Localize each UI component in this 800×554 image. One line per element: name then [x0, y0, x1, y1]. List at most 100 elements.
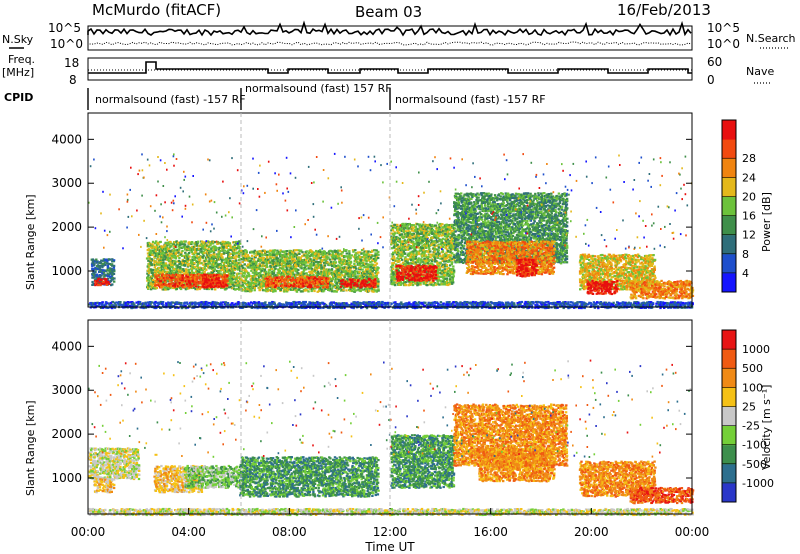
- echo-point: [345, 249, 347, 251]
- echo-point: [412, 284, 414, 286]
- echo-point: [160, 277, 162, 279]
- echo-point: [392, 264, 394, 266]
- cpid-segment-1: normalsound (fast) -157 RF: [95, 93, 246, 106]
- echo-point: [300, 267, 302, 269]
- echo-point: [246, 251, 248, 253]
- echo-point: [401, 233, 403, 235]
- echo-point: [368, 253, 370, 255]
- echo-point: [377, 251, 379, 253]
- echo-point: [238, 246, 240, 248]
- echo-point: [241, 265, 243, 267]
- echo-point: [171, 282, 173, 284]
- echo-point: [305, 268, 307, 270]
- echo-point: [394, 284, 396, 286]
- echo-point: [417, 261, 419, 263]
- echo-point: [279, 270, 281, 272]
- echo-point: [398, 260, 400, 262]
- echo-point: [312, 281, 314, 283]
- echo-point: [396, 224, 398, 226]
- echo-point: [147, 274, 149, 276]
- echo-point: [334, 280, 336, 282]
- echo-point: [334, 259, 336, 261]
- echo-point: [203, 252, 205, 254]
- echo-point: [105, 278, 107, 280]
- echo-point: [207, 248, 209, 250]
- echo-point: [238, 240, 240, 242]
- echo-point: [335, 261, 337, 263]
- echo-point: [351, 290, 353, 292]
- echo-point: [233, 252, 235, 254]
- echo-point: [205, 269, 207, 271]
- echo-point: [184, 286, 186, 288]
- echo-point: [262, 254, 264, 256]
- echo-point: [374, 286, 376, 288]
- echo-point: [188, 256, 190, 258]
- echo-point: [377, 286, 379, 288]
- echo-point: [194, 248, 196, 250]
- echo-point: [194, 266, 196, 268]
- echo-point: [348, 252, 350, 254]
- echo-point: [417, 242, 419, 244]
- echo-point: [171, 279, 173, 281]
- echo-point: [233, 272, 235, 274]
- echo-point: [292, 277, 294, 279]
- echo-point: [222, 279, 224, 281]
- echo-point: [371, 251, 373, 253]
- echo-point: [214, 268, 216, 270]
- echo-point: [337, 285, 339, 287]
- echo-point: [406, 226, 408, 228]
- echo-point: [428, 234, 430, 236]
- echo-point: [181, 255, 183, 257]
- echo-point: [298, 253, 300, 255]
- echo-point: [301, 251, 303, 253]
- echo-point: [196, 288, 198, 290]
- echo-point: [377, 283, 379, 285]
- echo-point: [425, 247, 427, 249]
- echo-point: [113, 281, 115, 283]
- echo-point: [155, 276, 157, 278]
- echo-point: [218, 279, 220, 281]
- echo-point: [377, 267, 379, 269]
- echo-point: [226, 275, 228, 277]
- echo-point: [377, 281, 379, 283]
- radar-summary-figure: McMurdo (fitACF) Beam 03 16/Feb/2013 N.S…: [0, 0, 800, 554]
- echo-point: [177, 266, 179, 268]
- echo-point: [367, 250, 369, 252]
- echo-point: [113, 269, 115, 271]
- echo-point: [238, 256, 240, 258]
- echo-point: [419, 262, 421, 264]
- echo-point: [357, 275, 359, 277]
- echo-point: [357, 279, 359, 281]
- echo-point: [313, 257, 315, 259]
- echo-point: [206, 281, 208, 283]
- echo-point: [113, 267, 115, 269]
- echo-point: [214, 286, 216, 288]
- echo-point: [281, 276, 283, 278]
- echo-point: [412, 252, 414, 254]
- echo-point: [324, 264, 326, 266]
- echo-point: [178, 257, 180, 259]
- echo-point: [310, 263, 312, 265]
- echo-point: [221, 285, 223, 287]
- echo-point: [152, 272, 154, 274]
- echo-point: [404, 244, 406, 246]
- echo-point: [426, 284, 428, 286]
- echo-point: [193, 262, 195, 264]
- echo-point: [322, 286, 324, 288]
- echo-point: [274, 277, 276, 279]
- echo-point: [169, 241, 171, 243]
- echo-point: [354, 249, 356, 251]
- echo-point: [190, 286, 192, 288]
- echo-point: [415, 226, 417, 228]
- echo-point: [304, 275, 306, 277]
- echo-point: [106, 284, 108, 286]
- date-title: 16/Feb/2013: [617, 1, 711, 19]
- echo-point: [342, 289, 344, 291]
- echo-point: [210, 274, 212, 276]
- echo-point: [214, 288, 216, 290]
- echo-point: [202, 255, 204, 257]
- nsky-tick-top: 10^5: [48, 21, 81, 35]
- echo-point: [181, 250, 183, 252]
- echo-point: [306, 250, 308, 252]
